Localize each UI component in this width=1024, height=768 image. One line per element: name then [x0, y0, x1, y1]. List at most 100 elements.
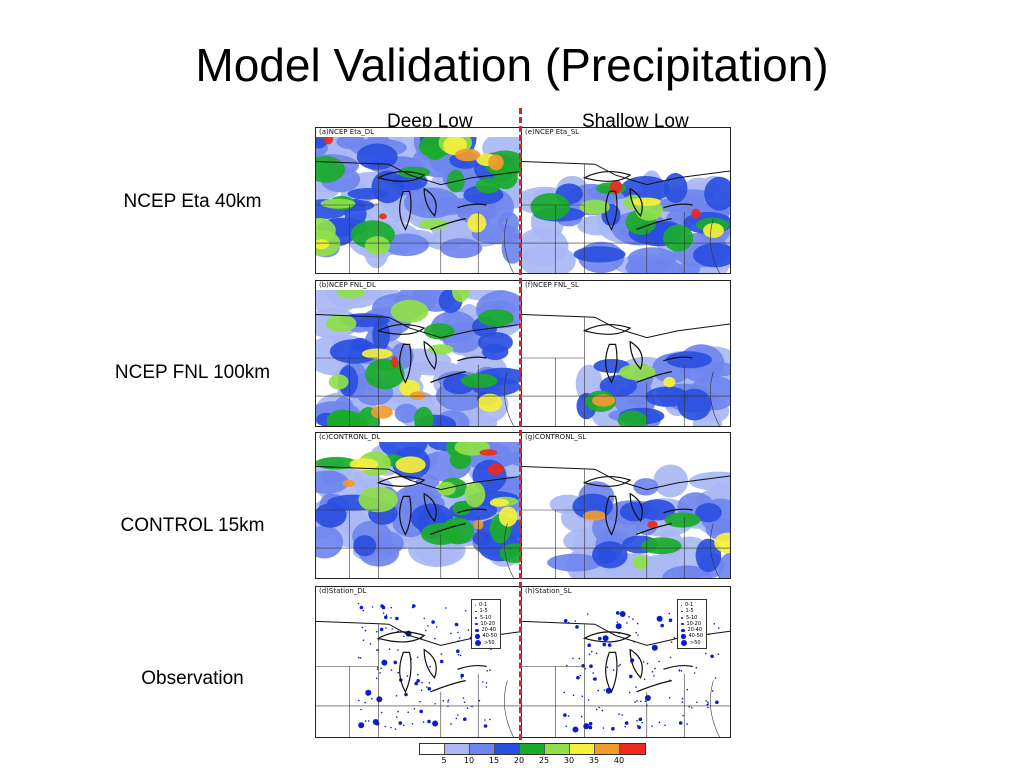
panel-title: (a)NCEP Eta_DL: [319, 128, 374, 137]
legend-entry: 0-1: [475, 602, 497, 608]
map-canvas: [316, 290, 524, 426]
legend-entry: 10-20: [681, 621, 703, 627]
panel-title: (g)CONTRONL_SL: [525, 433, 587, 442]
map-canvas: [522, 442, 730, 578]
column-header-shallow-low: Shallow Low: [582, 111, 689, 132]
legend-entry: >50: [475, 640, 497, 646]
legend-dot-icon: [681, 610, 683, 613]
map-panel-left-0: (a)NCEP Eta_DL: [315, 127, 525, 274]
legend-label: 10-20: [686, 620, 702, 627]
precip-field: [522, 170, 730, 273]
colorbar-tick-label: 10: [463, 756, 475, 765]
column-divider: [519, 108, 522, 740]
panel-title: (f)NCEP FNL_SL: [525, 281, 579, 290]
legend-dot-icon: [681, 639, 687, 646]
colorbar-labels: 5 10 15 20 25 30 35 40: [419, 756, 625, 766]
legend-label: 0-1: [685, 602, 694, 608]
station-legend: 0-1 1-5 5-10 10-20 20-40 40-50 >50: [677, 599, 708, 650]
legend-label: 0-1: [479, 602, 488, 608]
row-label-observation: Observation: [141, 668, 244, 689]
precip-field: [316, 290, 524, 426]
legend-label: 10-20: [480, 620, 496, 627]
colorbar-tick-label: 20: [513, 756, 525, 765]
map-canvas: [522, 290, 730, 426]
map-panel-right-2: (g)CONTRONL_SL: [521, 432, 731, 579]
colorbar-swatch: [545, 744, 570, 754]
precip-field: [575, 344, 730, 426]
legend-entry: 40-50: [681, 633, 703, 639]
panel-title: (h)Station_SL: [525, 587, 572, 596]
colorbar-tick-label: 40: [613, 756, 625, 765]
legend-entry: 5-10: [475, 615, 497, 621]
legend-entry: 40-50: [475, 633, 497, 639]
legend-dot-icon: [475, 616, 477, 619]
legend-entry: 20-40: [475, 627, 497, 633]
legend-dot-icon: [475, 610, 477, 613]
colorbar-swatch: [520, 744, 545, 754]
colorbar-swatch: [445, 744, 470, 754]
legend-dot-icon: [475, 634, 480, 639]
row-label-fnl: NCEP FNL 100km: [114, 362, 271, 383]
colorbar-tick-label: 15: [488, 756, 500, 765]
colorbar-swatch: [620, 744, 645, 754]
map-canvas: [316, 442, 524, 578]
map-panel-left-1: (b)NCEP FNL_DL: [315, 280, 525, 427]
legend-entry: 5-10: [681, 615, 703, 621]
colorbar-tick-label: 5: [441, 756, 447, 765]
map-outline: [522, 465, 730, 578]
panel-title: (e)NCEP Eta_SL: [525, 128, 580, 137]
legend-dot-icon: [475, 628, 479, 633]
colorbar-swatch: [570, 744, 595, 754]
legend-entry: 1-5: [681, 608, 703, 614]
colorbar-swatch: [470, 744, 495, 754]
slide-title: Model Validation (Precipitation): [195, 39, 829, 91]
legend-dot-icon: [681, 628, 685, 633]
precip-field: [316, 442, 524, 568]
map-canvas: [522, 137, 730, 273]
precip-colorbar: [419, 743, 646, 755]
legend-label: 1-5: [685, 608, 694, 615]
legend-entry: 10-20: [475, 621, 497, 627]
colorbar-swatch: [495, 744, 520, 754]
map-panel-left-2: (c)CONTRONL_DL: [315, 432, 525, 579]
legend-dot-icon: [681, 604, 682, 606]
panel-title: (c)CONTRONL_DL: [319, 433, 381, 442]
station-legend: 0-1 1-5 5-10 10-20 20-40 40-50 >50: [471, 599, 502, 650]
legend-entry: 0-1: [681, 602, 703, 608]
colorbar-swatch: [595, 744, 620, 754]
panel-title: (b)NCEP FNL_DL: [319, 281, 376, 290]
legend-label: 40-50: [688, 633, 704, 640]
row-label-eta: NCEP Eta 40km: [123, 191, 262, 212]
legend-entry: 1-5: [475, 608, 497, 614]
legend-label: 20-40: [481, 627, 497, 634]
map-panel-right-0: (e)NCEP Eta_SL: [521, 127, 731, 274]
map-outline: [316, 313, 524, 426]
row-label-control: CONTROL 15km: [120, 515, 265, 536]
legend-label: >50: [484, 639, 495, 646]
map-outline: [316, 160, 524, 273]
precip-field: [547, 464, 730, 578]
legend-label: 1-5: [479, 608, 488, 615]
legend-dot-icon: [475, 622, 478, 626]
colorbar-tick-label: 35: [588, 756, 600, 765]
colorbar-swatch: [420, 744, 445, 754]
legend-label: 5-10: [480, 614, 492, 621]
legend-label: 40-50: [482, 633, 498, 640]
legend-dot-icon: [475, 639, 481, 646]
legend-entry: 20-40: [681, 627, 703, 633]
legend-dot-icon: [681, 634, 686, 639]
legend-entry: >50: [681, 640, 703, 646]
panel-title: (d)Station_DL: [319, 587, 367, 596]
legend-label: >50: [690, 639, 701, 646]
map-panel-left-3: (d)Station_DL 0-1 1-5 5-10 10-20 20-40 40-50 >5…: [315, 586, 525, 738]
map-panel-right-1: (f)NCEP FNL_SL: [521, 280, 731, 427]
legend-label: 5-10: [686, 614, 698, 621]
map-outline: [316, 465, 524, 578]
colorbar-tick-label: 30: [563, 756, 575, 765]
legend-dot-icon: [681, 622, 684, 626]
legend-dot-icon: [475, 604, 476, 606]
map-outline: [522, 160, 730, 273]
map-outline: [522, 313, 730, 426]
map-panel-right-3: (h)Station_SL 0-1 1-5 5-10 10-20 20-40 40-50 >5…: [521, 586, 731, 738]
column-header-deep-low: Deep Low: [387, 111, 473, 132]
